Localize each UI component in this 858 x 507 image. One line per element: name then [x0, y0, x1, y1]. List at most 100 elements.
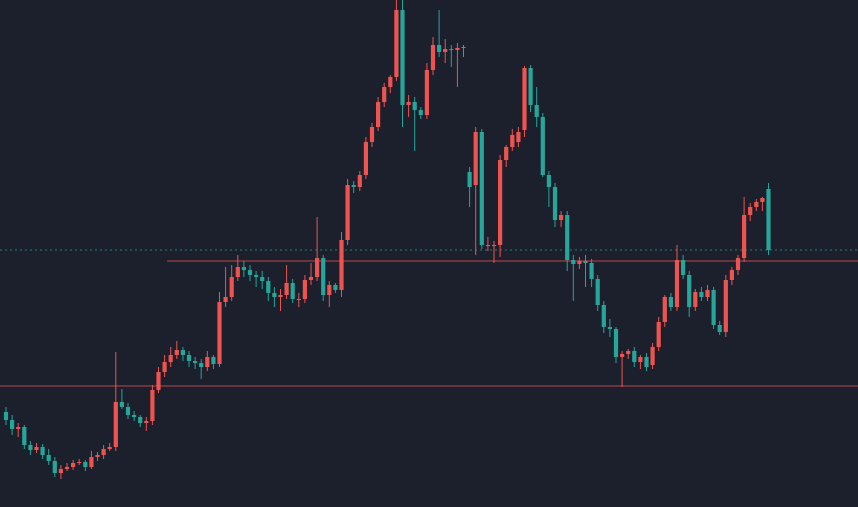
candle-body	[223, 297, 228, 302]
candle-body	[510, 135, 515, 147]
candle-body	[278, 295, 283, 297]
candle-body	[321, 258, 326, 295]
candle-body	[382, 87, 387, 102]
candle-body	[235, 267, 240, 277]
candle-body	[22, 427, 27, 445]
candle-body	[559, 215, 564, 220]
candle-body	[522, 68, 527, 130]
candle-body	[302, 280, 307, 299]
candle-body	[260, 277, 265, 281]
candle-body	[748, 207, 753, 215]
candle-body	[144, 421, 149, 423]
candle-body	[193, 361, 198, 363]
candle-body	[693, 292, 698, 307]
candle-body	[729, 270, 734, 280]
candle-body	[168, 355, 173, 362]
candle-body	[339, 240, 344, 290]
candle-body	[662, 297, 667, 322]
candle-body	[156, 372, 161, 390]
candle-body	[205, 357, 210, 367]
candle-body	[760, 198, 765, 202]
candle-body	[443, 49, 448, 52]
candle-body	[705, 290, 710, 297]
candle-body	[113, 402, 118, 447]
candle-body	[34, 447, 39, 450]
candle-body	[58, 469, 63, 473]
candle-body	[717, 325, 722, 332]
candle-body	[52, 461, 57, 473]
candle-body	[577, 261, 582, 264]
candle-body	[681, 260, 686, 275]
candle-body	[333, 285, 338, 290]
candle-body	[424, 70, 429, 115]
candle-body	[229, 277, 234, 297]
candle-body	[418, 110, 423, 115]
candle-body	[552, 187, 558, 220]
candle-body	[583, 261, 588, 263]
candle-body	[241, 267, 246, 270]
candle-body	[119, 402, 124, 407]
candle-body	[254, 275, 259, 277]
candle-body	[125, 407, 131, 415]
candle-body	[247, 270, 253, 275]
candle-body	[388, 77, 393, 87]
candle-body	[64, 467, 70, 469]
candle-body	[351, 185, 356, 187]
candle-body	[345, 185, 350, 240]
candle-body	[3, 412, 9, 420]
candle-body	[83, 462, 88, 467]
candle-body	[174, 350, 179, 355]
candle-body	[656, 322, 661, 347]
candle-body	[528, 68, 533, 105]
candle-body	[40, 447, 45, 455]
candle-body	[632, 351, 637, 362]
candle-body	[186, 355, 192, 361]
candle-body	[674, 260, 680, 307]
candle-body	[620, 354, 625, 357]
candle-body	[150, 390, 155, 421]
candle-body	[473, 132, 478, 185]
candle-body	[498, 160, 503, 245]
candle-body	[296, 299, 301, 300]
candle-body	[595, 279, 600, 305]
candle-body	[742, 215, 747, 258]
candle-body	[95, 455, 100, 457]
candle-body	[272, 293, 277, 297]
candle-body	[284, 283, 289, 295]
candle-body	[394, 10, 399, 77]
candle-body	[723, 280, 728, 332]
candle-body	[71, 463, 76, 467]
candle-body	[735, 258, 741, 270]
candle-body	[400, 10, 405, 105]
candle-body	[217, 302, 222, 364]
candle-body	[479, 132, 484, 245]
candle-body	[162, 362, 167, 372]
candle-body	[711, 290, 716, 325]
candle-body	[546, 175, 551, 187]
candle-body	[644, 357, 649, 367]
candle-body	[199, 363, 204, 367]
candle-body	[308, 277, 314, 280]
candle-body	[613, 329, 619, 357]
candle-body	[565, 215, 570, 260]
candle-body	[504, 147, 509, 160]
candle-body	[28, 445, 33, 450]
candle-body	[107, 447, 112, 449]
candle-body	[449, 49, 454, 50]
candle-body	[461, 47, 466, 48]
candle-body	[571, 260, 576, 264]
candle-body	[315, 258, 320, 277]
candle-body	[754, 202, 759, 207]
candle-body	[211, 357, 216, 364]
candle-body	[687, 275, 692, 307]
candle-body	[376, 102, 381, 127]
candle-body	[766, 189, 771, 250]
candle-body	[607, 327, 612, 329]
candle-body	[77, 462, 82, 463]
candle-body	[46, 455, 51, 461]
candle-body	[534, 105, 539, 117]
candle-body	[430, 45, 436, 70]
candle-body	[101, 449, 106, 455]
candle-body	[626, 351, 631, 354]
